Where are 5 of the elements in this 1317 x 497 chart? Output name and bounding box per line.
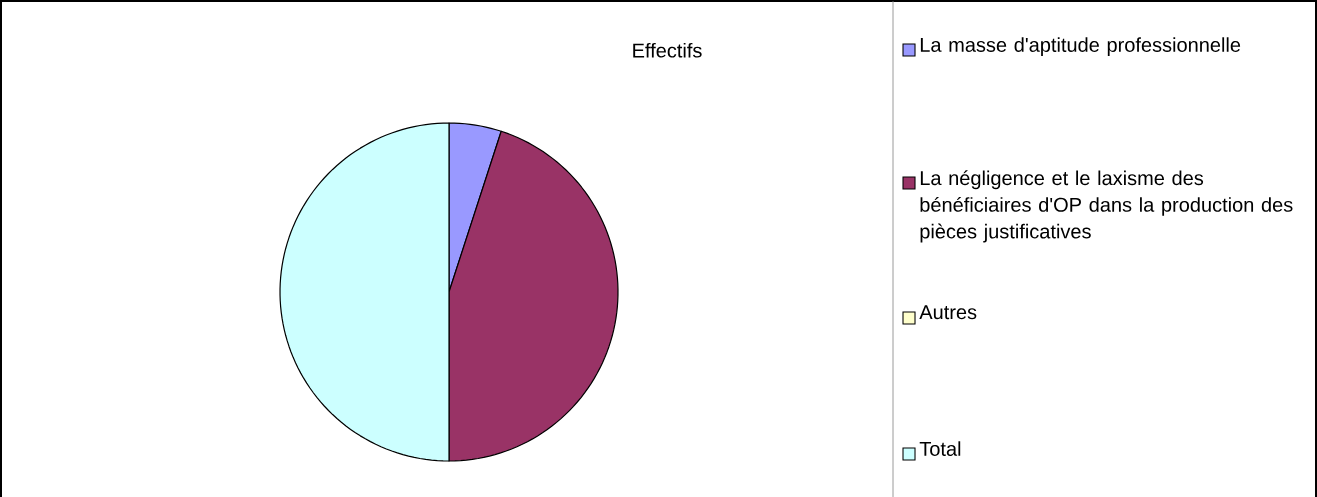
legend-label: La masse d'aptitude professionnelle [920, 37, 1241, 56]
legend-label: Total [919, 441, 961, 456]
legend-label: Autres [919, 305, 977, 320]
legend-label: La négligence et le laxisme des bénéficiaires d'OP dans la production des pièces justificatives [920, 170, 1293, 243]
chart-title: Effectifs [633, 42, 702, 58]
